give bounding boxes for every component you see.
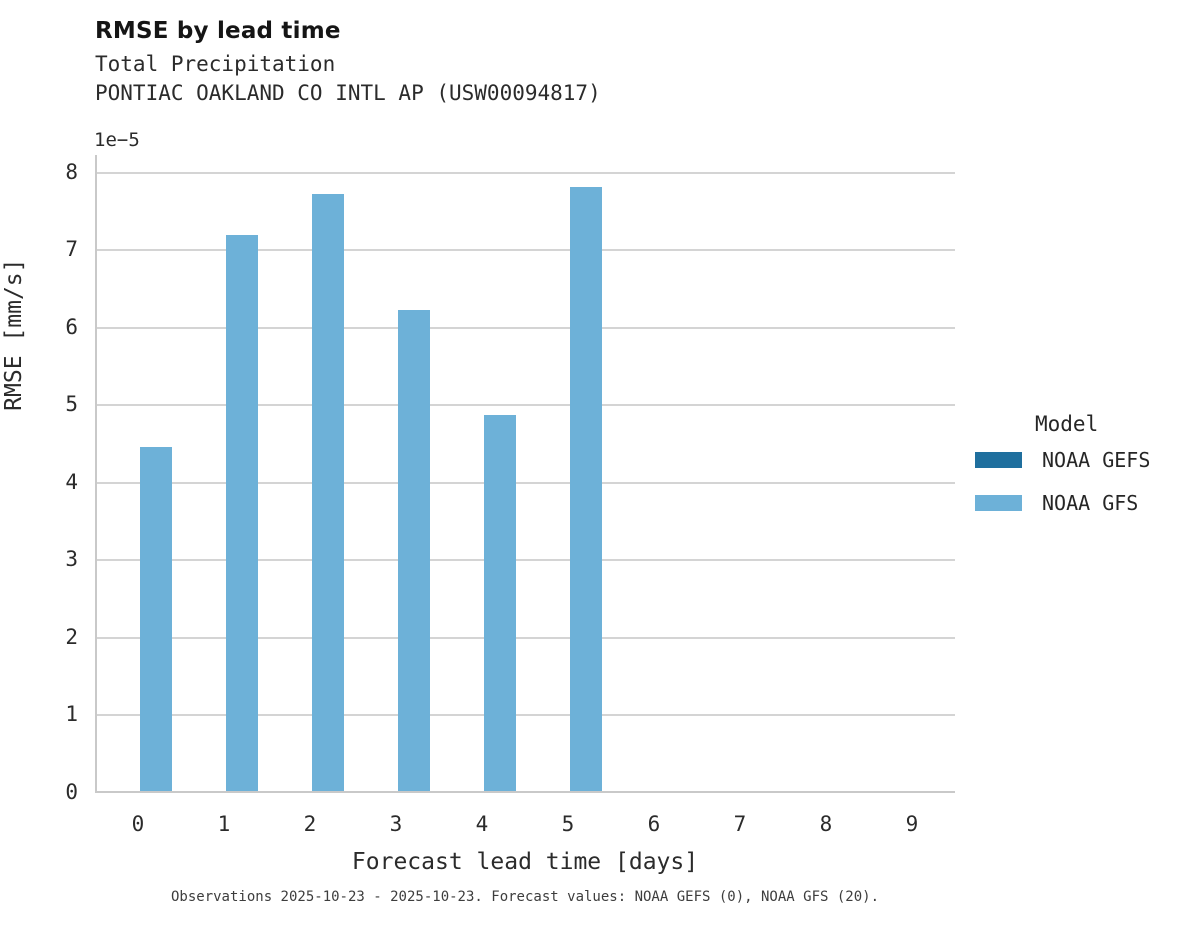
- y-tick-0: 0: [65, 780, 78, 804]
- y-tick-3: 3: [65, 547, 78, 572]
- y-tick-4: 4: [65, 469, 78, 494]
- plot-area: [95, 155, 955, 793]
- y-tick-2: 2: [65, 624, 78, 649]
- x-tick-0: 0: [131, 812, 145, 836]
- bar-noaa-gfs-day-3: [398, 310, 430, 791]
- legend-swatch-icon: [975, 452, 1022, 468]
- gridline-y-3: [97, 559, 955, 562]
- gridline-y-5: [97, 404, 955, 407]
- bar-noaa-gfs-day-2: [312, 193, 344, 791]
- x-tick-4: 4: [475, 812, 489, 836]
- chart-subtitle-variable: Total Precipitation: [95, 52, 336, 76]
- gridline-y-4: [97, 481, 955, 484]
- gridline-y-1: [97, 714, 955, 717]
- bar-noaa-gfs-day-0: [140, 446, 172, 791]
- x-tick-9: 9: [905, 812, 919, 836]
- x-tick-8: 8: [819, 812, 833, 836]
- x-tick-6: 6: [647, 812, 661, 836]
- legend-label: NOAA GFS: [1042, 491, 1139, 515]
- x-tick-3: 3: [389, 812, 403, 836]
- y-axis-offset-label: 1e−5: [94, 129, 140, 151]
- y-tick-7: 7: [65, 237, 78, 262]
- y-tick-8: 8: [65, 159, 78, 184]
- x-tick-1: 1: [217, 812, 231, 836]
- gridline-y-2: [97, 636, 955, 639]
- legend-swatch-icon: [975, 495, 1022, 511]
- y-tick-5: 5: [65, 392, 78, 417]
- x-tick-5: 5: [561, 812, 575, 836]
- gridline-y-8: [97, 171, 955, 174]
- x-tick-7: 7: [733, 812, 747, 836]
- legend-title: Model: [1035, 412, 1099, 436]
- gridline-y-6: [97, 326, 955, 329]
- legend-item-noaa-gfs: NOAA GFS: [975, 491, 1190, 515]
- bar-noaa-gfs-day-4: [484, 414, 516, 791]
- bar-noaa-gfs-day-5: [570, 186, 602, 791]
- y-tick-1: 1: [65, 702, 78, 727]
- legend-label: NOAA GEFS: [1042, 448, 1151, 472]
- legend: Model NOAA GEFS NOAA GFS: [975, 412, 1190, 534]
- x-tick-2: 2: [303, 812, 317, 836]
- x-axis-label: Forecast lead time [days]: [351, 849, 699, 875]
- y-tick-6: 6: [65, 314, 78, 339]
- gridline-y-7: [97, 249, 955, 252]
- footnote-caption: Observations 2025-10-23 - 2025-10-23. Fo…: [170, 889, 879, 905]
- legend-item-noaa-gefs: NOAA GEFS: [975, 448, 1190, 472]
- bar-noaa-gfs-day-1: [226, 234, 258, 791]
- chart-title: RMSE by lead time: [95, 18, 341, 44]
- chart-subtitle-station: PONTIAC OAKLAND CO INTL AP (USW00094817): [95, 81, 601, 105]
